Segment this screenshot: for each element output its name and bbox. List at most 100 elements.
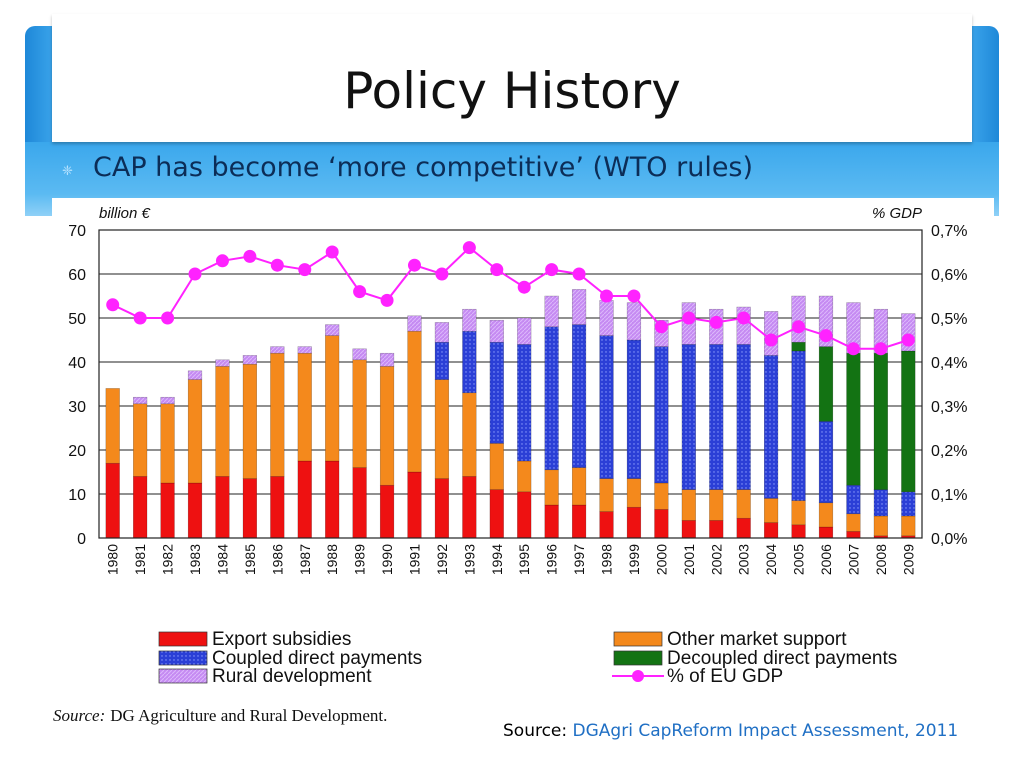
x-tick-label: 2005 [791, 544, 807, 575]
x-tick-label: 1998 [599, 544, 615, 575]
bar-rural-development [571, 289, 587, 325]
y-left-tick-label: 10 [68, 487, 86, 504]
bar-other-market-support [818, 502, 834, 528]
bar-export-subsidies [105, 462, 120, 539]
bar-rural-development [379, 352, 395, 367]
bar-export-subsidies [215, 476, 230, 539]
bar-export-subsidies [407, 471, 422, 539]
y-right-tick-label: 0,2% [931, 443, 967, 460]
bar-coupled-direct-payments [654, 346, 669, 484]
bar-export-subsidies [818, 526, 834, 539]
bar-other-market-support [517, 460, 532, 493]
gdp-point [353, 285, 367, 299]
bar-coupled-direct-payments [571, 324, 587, 468]
bar-export-subsidies [791, 524, 806, 539]
legend-swatch-decoupled-direct-payments [613, 650, 663, 666]
bar-export-subsidies [626, 506, 642, 539]
x-tick-label: 1986 [269, 544, 285, 575]
gdp-point [819, 329, 833, 343]
bar-rural-development [764, 311, 779, 356]
bar-rural-development [407, 315, 422, 332]
bar-other-market-support [160, 403, 175, 484]
x-tick-label: 1989 [352, 544, 368, 575]
gdp-point [654, 320, 668, 334]
bar-other-market-support [873, 515, 888, 537]
y-left-tick-label: 20 [68, 443, 86, 460]
x-tick-label: 2007 [845, 544, 861, 575]
bar-decoupled-direct-payments [846, 352, 861, 486]
x-tick-label: 1984 [214, 544, 230, 575]
gdp-point [106, 298, 120, 312]
x-tick-label: 1995 [516, 544, 532, 575]
bar-decoupled-direct-payments [873, 352, 888, 490]
legend-swatch-other-market-support [613, 631, 663, 647]
bar-rural-development [133, 396, 148, 405]
bar-other-market-support [325, 335, 340, 462]
chart-source-note-label: Source: [53, 706, 105, 725]
title-card: Policy History [52, 14, 972, 142]
legend-swatch-export-subsidies [158, 631, 208, 647]
bar-other-market-support [846, 513, 861, 532]
bar-coupled-direct-payments [626, 339, 642, 479]
legend-swatch-rural-development [158, 668, 208, 684]
bar-export-subsidies [489, 489, 504, 539]
bar-export-subsidies [242, 478, 257, 539]
bar-coupled-direct-payments [709, 344, 724, 490]
bullet-text: CAP has become ‘more competitive’ (WTO r… [93, 152, 754, 183]
bar-other-market-support [654, 482, 669, 510]
bar-rural-development [517, 317, 532, 345]
gdp-point [874, 342, 888, 356]
bar-export-subsidies [681, 520, 696, 539]
bar-rural-development [489, 319, 504, 343]
bullet-icon: ❈ [62, 164, 73, 179]
legend-label: Decoupled direct payments [667, 648, 897, 669]
bar-coupled-direct-payments [462, 330, 477, 394]
chart-source-note-text: DG Agriculture and Rural Development. [110, 706, 387, 725]
bar-other-market-support [379, 366, 395, 486]
bar-coupled-direct-payments [599, 335, 614, 479]
gdp-point [407, 258, 421, 272]
y-right-tick-label: 0,6% [931, 267, 967, 284]
bar-coupled-direct-payments [544, 326, 559, 471]
bar-other-market-support [215, 366, 230, 477]
y-right-tick-label: 0,1% [931, 487, 967, 504]
bar-coupled-direct-payments [873, 489, 888, 517]
bar-coupled-direct-payments [846, 484, 861, 515]
x-tick-label: 2000 [653, 544, 669, 575]
cap-expenditure-chart: 0 10 20 30 40 50 60 70 0,0% 0,1% 0,2% 0,3% 0,4% 0,5% 0… [53, 205, 967, 725]
y-left-tick-label: 40 [68, 355, 86, 372]
x-tick-label: 1999 [626, 544, 642, 575]
bar-coupled-direct-payments [489, 341, 504, 444]
bar-rural-development [352, 348, 367, 361]
bar-other-market-support [736, 489, 751, 519]
chart-panel: 0 10 20 30 40 50 60 70 0,0% 0,1% 0,2% 0,3% 0,4% 0,5% 0… [52, 198, 994, 736]
bar-rural-development [187, 370, 203, 380]
gdp-point [517, 280, 531, 294]
bar-rural-development [434, 322, 450, 343]
gdp-point [627, 289, 641, 303]
y-right-axis-label: % GDP [872, 205, 922, 222]
x-tick-label: 1988 [324, 544, 340, 575]
legend-swatch-coupled-direct-payments [158, 650, 208, 666]
slide-source-label: Source: [503, 721, 568, 741]
bar-other-market-support [105, 388, 120, 464]
x-tick-label: 1990 [379, 544, 395, 575]
bar-other-market-support [352, 359, 367, 468]
gdp-line-path [112, 246, 909, 350]
x-tick-label: 2009 [900, 544, 916, 575]
bar-coupled-direct-payments [818, 421, 834, 504]
bar-coupled-direct-payments [434, 341, 450, 380]
bar-export-subsidies [462, 476, 477, 539]
gdp-point [901, 333, 915, 347]
gdp-point [188, 267, 202, 281]
slide-title: Policy History [343, 62, 681, 120]
bar-export-subsidies [297, 460, 312, 539]
bar-other-market-support [791, 500, 806, 526]
bar-export-subsidies [764, 522, 779, 539]
x-tick-label: 1992 [434, 544, 450, 575]
bar-decoupled-direct-payments [901, 350, 916, 493]
bar-coupled-direct-payments [517, 344, 532, 462]
chart-source-note: Source: DG Agriculture and Rural Developm… [53, 706, 387, 725]
x-tick-label: 1982 [160, 544, 176, 575]
slide-source-link[interactable]: DGAgri CapReform Impact Assessment, 2011 [572, 721, 959, 741]
